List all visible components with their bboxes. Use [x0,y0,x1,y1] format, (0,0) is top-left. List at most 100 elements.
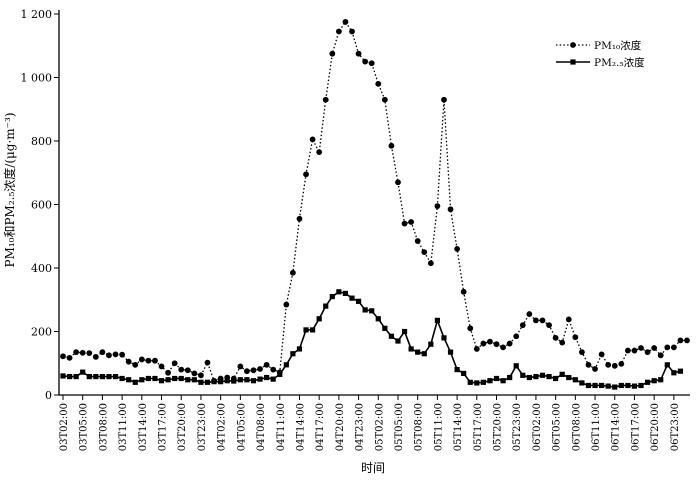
pm10-point [86,350,93,356]
pm25-point [296,346,303,352]
pm25-point [152,375,158,382]
pm25-point [507,374,513,381]
pm25-point [480,379,486,385]
pm10-point [664,344,671,351]
pm25-point [625,382,631,389]
pm25-point [244,377,250,383]
pm25-point [316,316,322,322]
pm10-point [651,345,658,351]
pm10-point [303,171,309,178]
series-line-pm10 [62,20,687,382]
pm10-point [263,361,270,368]
pm25-point [270,376,276,382]
pm10-point [565,316,572,323]
pm25-point [264,374,270,381]
pm10-point [441,96,447,103]
pm10-point [66,354,73,361]
pm10-point [335,28,342,35]
pm10-point [421,249,428,256]
pm10-point [158,363,165,370]
pm10-point [362,58,369,65]
pm25-point [99,373,106,380]
x-tick-label: 06T02:00 [532,403,543,451]
pm10-point [342,19,349,25]
pm25-point [539,372,546,378]
x-tick-label: 03T14:00 [138,403,149,451]
pm25-point [631,383,638,389]
pm25-point [644,379,651,385]
pm10-point [519,322,526,329]
pm10-point [375,80,382,87]
pm10-point [388,142,395,149]
pm10-point [480,340,487,347]
pm10-point [572,334,579,341]
pm10-point [526,311,533,317]
pm25-point [224,378,230,384]
pm25-point [283,362,289,368]
pm10-point [237,363,244,370]
pm10-point [493,341,500,348]
pm25-point [329,293,335,300]
x-tick-label: 03T11:00 [118,403,129,451]
pm25-point [579,380,585,386]
x-tick-label: 05T14:00 [453,403,464,451]
pm10-point [684,337,690,344]
x-tick-label: 03T23:00 [197,403,208,451]
pm10-point [546,322,552,329]
pm25-point [86,373,92,380]
pm25-point [342,290,349,296]
y-tick-label: 1 000 [21,72,53,85]
x-tick-label: 04T05:00 [236,403,247,451]
pm10-point [112,351,119,358]
pm10-point [257,366,263,372]
pm25-point [651,378,657,384]
x-tick-label: 03T02:00 [59,403,70,451]
x-tick-label: 05T05:00 [394,403,405,451]
x-tick-label: 05T08:00 [414,403,425,451]
pm10-point [539,317,546,324]
pm25-point [658,377,664,383]
pm10-point [184,367,191,374]
pm10-point [395,179,401,186]
pm10-point [329,50,336,57]
pm25-point [178,375,184,382]
pm25-point [533,373,539,380]
pm25-point [513,363,519,369]
pm25-point [369,308,375,314]
x-axis-title: 时间 [361,461,385,475]
pm10-point [434,203,441,209]
pm25-point [474,380,480,386]
x-tick-label: 05T17:00 [473,403,484,451]
pm25-point [441,335,447,341]
pm25-point [303,327,309,333]
x-tick-label: 03T05:00 [79,403,90,451]
pm25-point [126,377,132,383]
pm10-point [270,366,277,373]
y-tick-label: 400 [31,262,52,275]
y-tick-label: 1 200 [21,8,53,21]
x-tick-label: 06T17:00 [630,403,641,451]
pm10-point [513,333,520,340]
pm10-point [73,349,80,356]
pm25-point [487,378,493,384]
pm10-point [283,301,290,308]
x-tick-label: 05T02:00 [374,403,385,451]
pm10-point [132,361,139,368]
x-tick-label: 06T08:00 [571,403,582,451]
pm25-point [585,382,592,389]
pm10-point [657,352,664,359]
pm10-point [592,366,598,372]
pm25-point [60,373,66,379]
pm10-point [414,238,421,244]
pm25-point [80,369,86,375]
pm10-point [624,347,631,354]
pm10-point [355,50,362,57]
pm10-point [638,345,644,351]
pm25-point [408,346,414,352]
pm25-point [375,316,381,322]
y-tick-label: 600 [31,199,52,212]
pm25-point [66,373,73,380]
y-tick-label: 0 [45,389,52,402]
pm10-point [381,96,388,103]
